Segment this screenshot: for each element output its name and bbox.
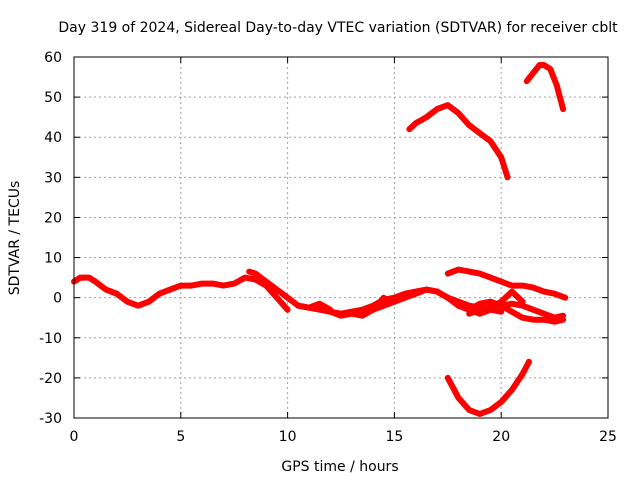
series-line-track-i bbox=[523, 62, 567, 113]
y-tick-label: 20 bbox=[44, 210, 62, 226]
plot-frame bbox=[73, 56, 609, 419]
x-tick-label: 15 bbox=[385, 429, 403, 445]
x-tick-label: 5 bbox=[176, 429, 185, 445]
series-line-track-j bbox=[444, 358, 532, 417]
series-line-track-e bbox=[455, 298, 567, 325]
x-axis-title: GPS time / hours bbox=[281, 459, 398, 475]
chart-title: Day 319 of 2024, Sidereal Day-to-day VTE… bbox=[58, 20, 618, 36]
y-axis-title: SDTVAR / TECUs bbox=[7, 181, 23, 296]
ticks: 0 5 10 15 20 25 -30 -20 -10 0 10 20 30 40 50 60 bbox=[39, 50, 617, 445]
x-tick-label: 0 bbox=[70, 429, 79, 445]
y-tick-label: 50 bbox=[44, 90, 62, 106]
y-tick-label: -20 bbox=[39, 371, 62, 387]
y-tick-label: 0 bbox=[53, 291, 62, 307]
series-line-track-f bbox=[444, 266, 569, 301]
y-tick-label: 30 bbox=[44, 170, 62, 186]
y-tick-label: 60 bbox=[44, 50, 62, 66]
x-tick-label: 25 bbox=[599, 429, 617, 445]
series-layer bbox=[71, 62, 569, 417]
x-tick-label: 20 bbox=[492, 429, 510, 445]
y-tick-label: 40 bbox=[44, 130, 62, 146]
series-line-track-main bbox=[71, 274, 291, 313]
y-tick-label: -10 bbox=[39, 331, 62, 347]
series-line-track-g bbox=[466, 288, 526, 317]
series-line-track-h bbox=[406, 102, 511, 181]
series-line-track-d bbox=[295, 300, 334, 313]
x-tick-label: 10 bbox=[279, 429, 297, 445]
y-tick-label: -30 bbox=[39, 411, 62, 427]
series-line-track-c bbox=[327, 294, 387, 319]
y-tick-label: 10 bbox=[44, 251, 62, 267]
